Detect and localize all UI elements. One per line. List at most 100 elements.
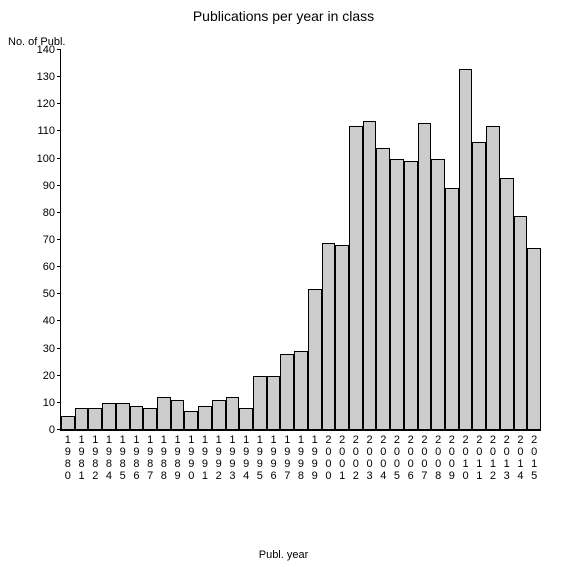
bar: [363, 121, 377, 430]
chart-container: Publications per year in class No. of Pu…: [0, 0, 567, 567]
bar: [280, 354, 294, 430]
bar: [171, 400, 185, 430]
x-tick-label: 1998: [294, 430, 308, 482]
y-tick-label: 100: [37, 153, 61, 165]
bar: [130, 406, 144, 430]
bar: [404, 161, 418, 430]
y-tick-label: 80: [43, 207, 61, 219]
x-tick-label: 1995: [253, 430, 267, 482]
x-axis-label: Publ. year: [0, 549, 567, 561]
x-tick-label: 2000: [322, 430, 336, 482]
bar: [157, 397, 171, 430]
y-tick-label: 60: [43, 261, 61, 273]
x-tick-label: 1986: [130, 430, 144, 482]
y-tick-mark: [57, 76, 61, 77]
x-tick-label: 2009: [445, 430, 459, 482]
y-tick-mark: [57, 130, 61, 131]
bar: [472, 142, 486, 430]
bar: [253, 376, 267, 430]
y-tick-mark: [57, 320, 61, 321]
bar: [376, 148, 390, 430]
y-tick-mark: [57, 103, 61, 104]
x-tick-label: 2010: [459, 430, 473, 482]
y-tick-mark: [57, 158, 61, 159]
bar: [322, 243, 336, 430]
x-tick-label: 2002: [349, 430, 363, 482]
bar: [459, 69, 473, 430]
x-tick-label: 2003: [363, 430, 377, 482]
y-tick-label: 40: [43, 315, 61, 327]
x-tick-label: 1999: [308, 430, 322, 482]
x-tick-label: 2008: [431, 430, 445, 482]
bar: [418, 123, 432, 430]
x-tick-label: 2005: [390, 430, 404, 482]
y-tick-mark: [57, 402, 61, 403]
bar: [75, 408, 89, 430]
y-tick-label: 110: [37, 125, 61, 137]
y-tick-label: 30: [43, 343, 61, 355]
x-tick-label: 2007: [418, 430, 432, 482]
y-tick-label: 50: [43, 288, 61, 300]
plot-area: 0102030405060708090100110120130140198019…: [60, 50, 541, 431]
bar: [349, 126, 363, 430]
bar: [431, 159, 445, 430]
x-tick-label: 1992: [212, 430, 226, 482]
x-tick-label: 2014: [514, 430, 528, 482]
x-tick-label: 2012: [486, 430, 500, 482]
y-tick-label: 130: [37, 71, 61, 83]
x-tick-label: 1990: [184, 430, 198, 482]
x-tick-label: 1989: [171, 430, 185, 482]
bar: [514, 216, 528, 430]
bar: [143, 408, 157, 430]
y-tick-label: 20: [43, 370, 61, 382]
x-tick-label: 1991: [198, 430, 212, 482]
bar: [308, 289, 322, 430]
y-tick-mark: [57, 348, 61, 349]
bar: [226, 397, 240, 430]
y-tick-label: 70: [43, 234, 61, 246]
x-tick-label: 1996: [267, 430, 281, 482]
bar: [116, 403, 130, 430]
x-tick-label: 2006: [404, 430, 418, 482]
x-tick-label: 1980: [61, 430, 75, 482]
x-tick-label: 1987: [143, 430, 157, 482]
bar: [527, 248, 541, 430]
x-tick-label: 1988: [157, 430, 171, 482]
y-tick-label: 10: [43, 397, 61, 409]
bar: [184, 411, 198, 430]
x-tick-label: 1997: [280, 430, 294, 482]
bar: [335, 245, 349, 430]
y-tick-label: 0: [49, 424, 61, 436]
x-tick-label: 2015: [527, 430, 541, 482]
bar: [390, 159, 404, 430]
x-tick-label: 1985: [116, 430, 130, 482]
x-tick-label: 2013: [500, 430, 514, 482]
x-tick-label: 1994: [239, 430, 253, 482]
bar: [294, 351, 308, 430]
x-tick-label: 2001: [335, 430, 349, 482]
bar: [486, 126, 500, 430]
bar: [198, 406, 212, 430]
y-tick-mark: [57, 266, 61, 267]
bar: [445, 188, 459, 430]
y-tick-label: 120: [37, 98, 61, 110]
chart-title: Publications per year in class: [0, 8, 567, 24]
y-tick-mark: [57, 212, 61, 213]
x-tick-label: 2011: [472, 430, 486, 482]
y-tick-label: 140: [37, 44, 61, 56]
bar: [500, 178, 514, 430]
x-tick-label: 1981: [75, 430, 89, 482]
bar: [102, 403, 116, 430]
y-tick-mark: [57, 375, 61, 376]
bar: [267, 376, 281, 430]
y-tick-mark: [57, 239, 61, 240]
x-tick-label: 1984: [102, 430, 116, 482]
x-tick-label: 1982: [88, 430, 102, 482]
bar: [88, 408, 102, 430]
bar: [239, 408, 253, 430]
y-tick-label: 90: [43, 180, 61, 192]
y-tick-mark: [57, 49, 61, 50]
y-tick-mark: [57, 185, 61, 186]
x-tick-label: 1993: [226, 430, 240, 482]
bar: [212, 400, 226, 430]
